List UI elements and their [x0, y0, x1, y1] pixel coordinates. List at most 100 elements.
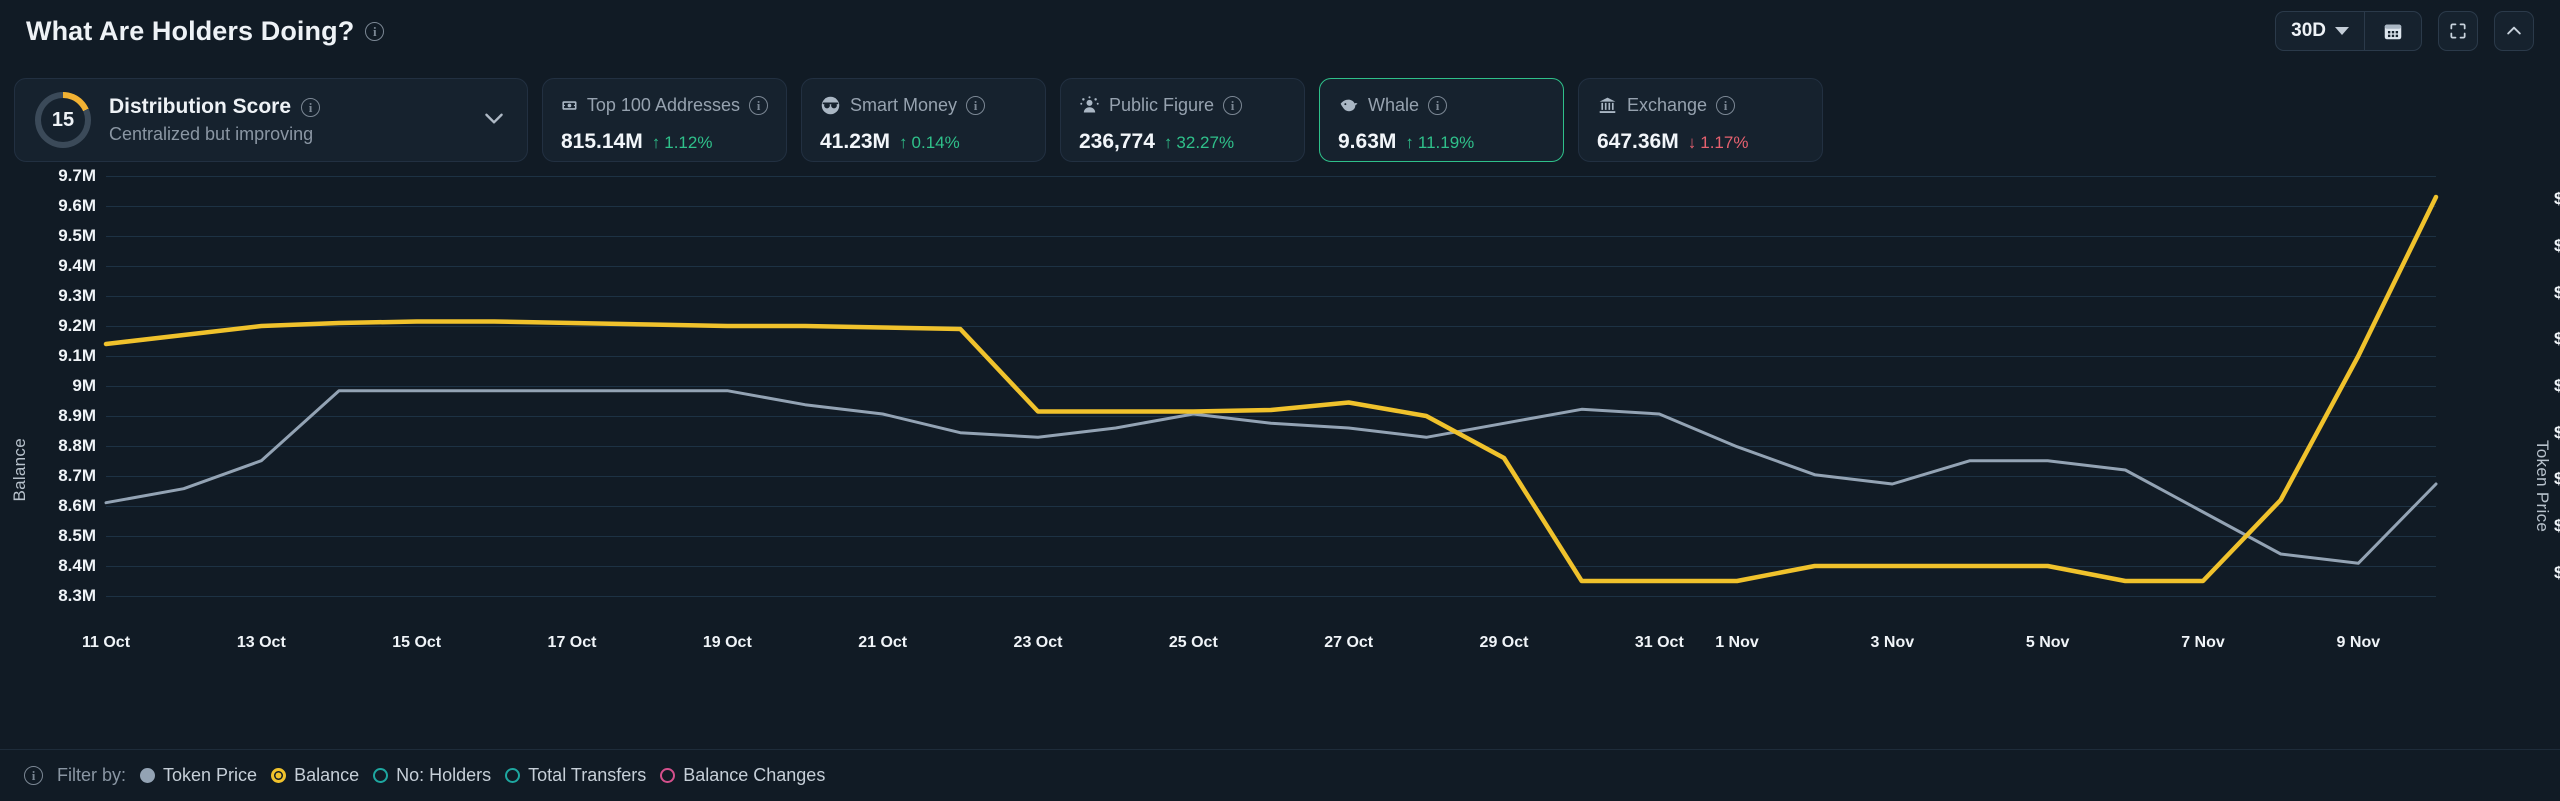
- metric-delta: ↑ 11.19%: [1405, 133, 1474, 153]
- metric-card-whale[interactable]: Whale i 9.63M ↑ 11.19%: [1319, 78, 1564, 162]
- range-select[interactable]: 30D: [2276, 12, 2364, 50]
- page-title: What Are Holders Doing? i: [26, 16, 385, 47]
- metric-delta-value: 32.27%: [1176, 133, 1235, 152]
- metric-card-top-100-addresses[interactable]: Top 100 Addresses i 815.14M ↑ 1.12%: [542, 78, 787, 162]
- score-subtitle: Centralized but improving: [109, 124, 314, 144]
- gridline: [106, 296, 2436, 297]
- x-axis-tick-label: 25 Oct: [1168, 634, 1218, 651]
- date-range-group: 30D: [2275, 11, 2422, 51]
- x-axis-tick-label: 1 Nov: [1715, 634, 1759, 651]
- panel-header: What Are Holders Doing? i 30D: [0, 0, 2560, 62]
- metric-card-public-figure[interactable]: Public Figure i 236,774 ↑ 32.27%: [1060, 78, 1305, 162]
- metric-delta: ↓ 1.17%: [1688, 133, 1749, 153]
- x-axis-tick-label: 29 Oct: [1479, 634, 1529, 651]
- arrow-up-icon: ↑: [651, 133, 661, 152]
- info-icon[interactable]: i: [966, 96, 986, 115]
- metric-card-smart-money[interactable]: Smart Money i 41.23M ↑ 0.14%: [801, 78, 1046, 162]
- legend-label: Token Price: [163, 765, 258, 785]
- x-axis-tick-label: 3 Nov: [1870, 634, 1915, 651]
- score-text-block: Distribution Score i Centralized but imp…: [109, 95, 321, 145]
- metric-card-exchange[interactable]: Exchange i 647.36M ↓ 1.17%: [1578, 78, 1823, 162]
- metric-name: Exchange: [1627, 95, 1708, 115]
- calendar-icon: [2384, 24, 2402, 40]
- sunglasses-icon: [821, 96, 840, 115]
- y2-axis-tick-label: $6.5: [2554, 469, 2560, 489]
- gridline: [106, 326, 2436, 327]
- metric-delta: ↑ 32.27%: [1164, 133, 1234, 153]
- score-value: 15: [51, 108, 75, 131]
- metric-value-row: 9.63M ↑ 11.19%: [1338, 130, 1545, 154]
- info-icon[interactable]: i: [749, 96, 768, 115]
- metric-value-row: 647.36M ↓ 1.17%: [1597, 130, 1804, 154]
- x-axis-tick-label: 5 Nov: [2025, 634, 2070, 651]
- metric-header: Exchange i: [1597, 95, 1804, 116]
- y2-axis-tick-label: $5.5: [2554, 562, 2560, 582]
- arrow-down-icon: ↓: [1687, 133, 1697, 152]
- whale-icon: [1340, 99, 1358, 112]
- metric-name: Smart Money: [850, 95, 958, 115]
- x-axis-tick-label: 17 Oct: [547, 634, 597, 651]
- legend-label: Total Transfers: [528, 765, 647, 785]
- range-select-value: 30D: [2291, 20, 2326, 41]
- fullscreen-button[interactable]: [2438, 11, 2478, 51]
- gridline: [106, 266, 2436, 267]
- legend-swatch-icon: [505, 768, 521, 783]
- score-label: Distribution Score: [109, 95, 292, 118]
- legend-item-no-holders[interactable]: No: Holders: [373, 765, 491, 786]
- distribution-score-card[interactable]: 15 Distribution Score i Centralized but …: [14, 78, 528, 162]
- bank-icon: [1599, 97, 1616, 113]
- info-icon[interactable]: i: [1223, 96, 1243, 115]
- x-axis-tick-label: 19 Oct: [702, 634, 752, 651]
- metric-header: Public Figure i: [1079, 95, 1286, 116]
- legend-swatch-icon: [271, 768, 287, 783]
- divider: [2364, 12, 2365, 50]
- y-axis-tick-label: 8.6M: [58, 496, 96, 515]
- x-axis-tick-label: 31 Oct: [1634, 634, 1684, 651]
- legend-item-total-transfers[interactable]: Total Transfers: [505, 765, 646, 786]
- gridline: [106, 236, 2436, 237]
- y2-axis-tick-label: $7.5: [2554, 376, 2560, 395]
- legend-label: Balance Changes: [683, 765, 826, 785]
- money-icon: [562, 101, 577, 110]
- x-axis-tick-label: 23 Oct: [1013, 634, 1063, 651]
- info-icon[interactable]: i: [365, 21, 385, 41]
- collapse-button[interactable]: [2494, 11, 2534, 51]
- y2-axis-tick-label: $8.5: [2554, 282, 2560, 302]
- info-icon[interactable]: i: [1716, 96, 1736, 115]
- metric-delta: ↑ 0.14%: [899, 133, 960, 153]
- legend-item-balance-changes[interactable]: Balance Changes: [660, 765, 825, 786]
- y-axis-tick-label: 9.4M: [58, 256, 96, 275]
- filter-label: Filter by:: [57, 765, 127, 785]
- calendar-button[interactable]: [2365, 12, 2421, 50]
- info-icon[interactable]: i: [24, 766, 43, 785]
- gridline: [106, 506, 2436, 507]
- metric-header: Top 100 Addresses i: [561, 95, 768, 116]
- legend-swatch-icon: [140, 768, 156, 783]
- arrow-up-icon: ↑: [1163, 133, 1173, 152]
- metrics-row: 15 Distribution Score i Centralized but …: [14, 78, 1823, 162]
- legend-list: Token Price Balance No: Holders Total Trans…: [140, 765, 839, 786]
- gridline: [106, 476, 2436, 477]
- series-line-balance: [103, 194, 2439, 584]
- y-axis-tick-label: 9.5M: [58, 226, 96, 245]
- metric-delta-value: 11.19%: [1417, 133, 1475, 152]
- expand-score-button[interactable]: [481, 105, 507, 136]
- gridline: [106, 416, 2436, 417]
- info-icon[interactable]: i: [1428, 96, 1448, 115]
- y-axis-tick-label: 9.3M: [58, 286, 96, 305]
- x-axis-tick-label: 13 Oct: [236, 634, 286, 651]
- metric-header: Whale i: [1338, 95, 1545, 116]
- metric-value: 9.63M: [1338, 130, 1397, 153]
- y-axis-title-token-price: Token Price: [2533, 440, 2552, 533]
- legend-item-balance[interactable]: Balance: [271, 765, 359, 786]
- metric-value: 41.23M: [820, 130, 891, 153]
- y-axis-tick-label: 8.9M: [58, 406, 96, 425]
- arrow-up-icon: ↑: [899, 133, 908, 152]
- y-axis-tick-label: 8.8M: [58, 436, 96, 455]
- score-ring: 15: [35, 92, 91, 148]
- header-controls: 30D: [2275, 11, 2534, 51]
- legend-item-token-price[interactable]: Token Price: [140, 765, 257, 786]
- holders-chart: Balance Token Price 9.7M 9.6M 9.5M 9.4M 9.3M…: [0, 166, 2560, 748]
- info-icon[interactable]: i: [301, 97, 321, 117]
